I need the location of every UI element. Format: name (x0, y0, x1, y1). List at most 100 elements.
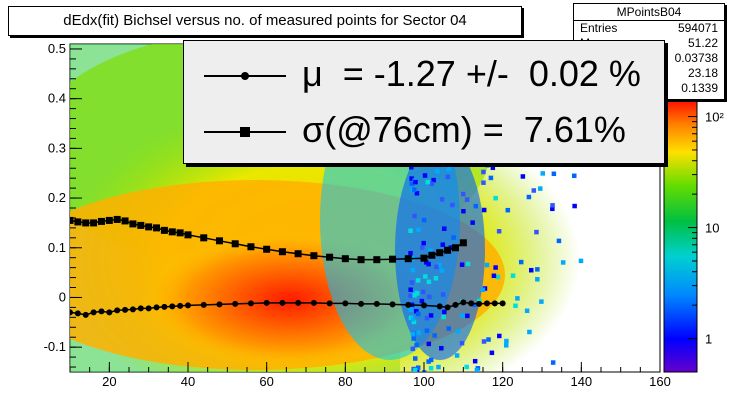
heatmap-cell (526, 194, 532, 200)
y-tick-label: 0.2 (48, 190, 66, 205)
y-tick-label: 0.3 (48, 140, 66, 155)
heatmap-cell (464, 364, 469, 370)
sigma-point (247, 243, 255, 251)
heatmap-cell (439, 345, 444, 351)
color-bar: 1 10 10² (663, 96, 724, 373)
heatmap-cell (446, 166, 452, 172)
heatmap-cell (473, 203, 479, 209)
heatmap-cell (505, 207, 511, 213)
heatmap-cell (540, 171, 545, 176)
legend-mu-text: μ = -1.27 +/- 0.02 % (302, 53, 641, 94)
sigma-point (215, 237, 223, 245)
heatmap-cell (421, 289, 426, 295)
mean-point (129, 306, 136, 313)
mean-point (169, 303, 176, 310)
heatmap-cell (428, 365, 434, 371)
heatmap-cell (434, 264, 439, 270)
heatmap-cell (408, 287, 413, 292)
heatmap-cell (520, 174, 526, 179)
heatmap-cell (432, 333, 437, 338)
square-marker-icon (240, 127, 250, 137)
heatmap-cell (412, 213, 417, 219)
heatmap-cell (515, 296, 520, 301)
heatmap-cell (578, 258, 584, 264)
mean-point (468, 300, 475, 307)
heatmap-cell (518, 259, 524, 265)
sparse-cells (408, 124, 584, 372)
heatmap-cell (481, 207, 487, 213)
heatmap-cell (424, 315, 430, 321)
heatmap-cell (446, 326, 451, 331)
heatmap-cell (414, 308, 419, 314)
x-tick-label: 40 (181, 374, 195, 389)
heatmap-cell (534, 229, 539, 235)
heatmap-cell (426, 359, 431, 364)
heatmap-cell (572, 203, 577, 209)
heatmap-cell (527, 329, 532, 335)
stats-row: Entries 594071 (574, 21, 724, 36)
heatmap-cell (442, 309, 447, 315)
heatmap-cell (486, 337, 491, 342)
heatmap-cell (484, 262, 490, 268)
circle-marker-icon (241, 72, 249, 80)
sigma-point (444, 246, 452, 254)
sigma-point (121, 217, 129, 225)
heatmap-cell (485, 163, 490, 168)
sigma-point (451, 244, 459, 252)
mean-point (70, 309, 73, 316)
heatmap-cell (416, 330, 421, 335)
heatmap-cell (550, 203, 555, 208)
heatmap-cell (428, 357, 434, 363)
mean-point (177, 302, 184, 309)
legend-sigma-text: σ(@76cm) = 7.61% (302, 109, 626, 150)
heatmap-cell (408, 293, 413, 299)
sigma-point (310, 252, 318, 260)
heatmap-cell (426, 261, 431, 267)
sigma-point (105, 216, 113, 224)
heatmap-cell (538, 186, 543, 191)
heatmap-cell (489, 350, 495, 356)
y-axis: -0.1 0 0.1 0.2 0.3 0.4 0.5 (44, 41, 82, 368)
y-tick-label: 0.5 (48, 41, 66, 56)
heatmap-cell (513, 303, 518, 309)
heatmap-cell (461, 208, 466, 214)
heatmap-cell (410, 331, 416, 337)
heatmap-cell (436, 364, 441, 370)
mean-point (232, 300, 239, 307)
stats-label: Entries (580, 21, 618, 35)
heatmap-cell (420, 245, 425, 250)
heatmap-cell (439, 268, 445, 273)
heatmap-cell (415, 365, 421, 370)
sigma-point (294, 250, 302, 258)
stats-value: 23.18 (687, 66, 718, 80)
heatmap-cell (435, 169, 440, 174)
colorbar-tick-label: 1 (705, 332, 712, 347)
heatmap-cell (528, 267, 534, 273)
heatmap-cell (474, 367, 480, 372)
mean-point (295, 299, 302, 306)
heatmap-cell (476, 298, 482, 304)
mean-point (483, 300, 490, 307)
heatmap-cell (465, 261, 471, 267)
heatmap-cell (423, 274, 428, 279)
chart-title: dEdx(fit) Bichsel versus no. of measured… (8, 6, 522, 36)
heatmap-cell (411, 319, 417, 325)
sigma-point (137, 221, 145, 229)
mean-point (444, 304, 451, 311)
heatmap-cell (503, 343, 509, 348)
x-tick-label: 80 (338, 374, 352, 389)
heatmap-cell (460, 191, 466, 197)
heatmap-cell (560, 260, 566, 265)
heatmap-cell (419, 298, 425, 304)
heatmap-cell (427, 294, 432, 300)
mean-point (373, 300, 380, 307)
heatmap-cell (426, 341, 432, 347)
heatmap-cell (491, 273, 497, 279)
stats-row: 23.18 (574, 66, 724, 81)
heatmap-cell (493, 195, 498, 201)
heatmap-cell (441, 314, 446, 320)
heatmap-cell (480, 287, 486, 293)
colorbar-tick-label: 10² (705, 110, 724, 125)
heatmap-cell (535, 277, 540, 282)
sigma-point (373, 256, 381, 264)
